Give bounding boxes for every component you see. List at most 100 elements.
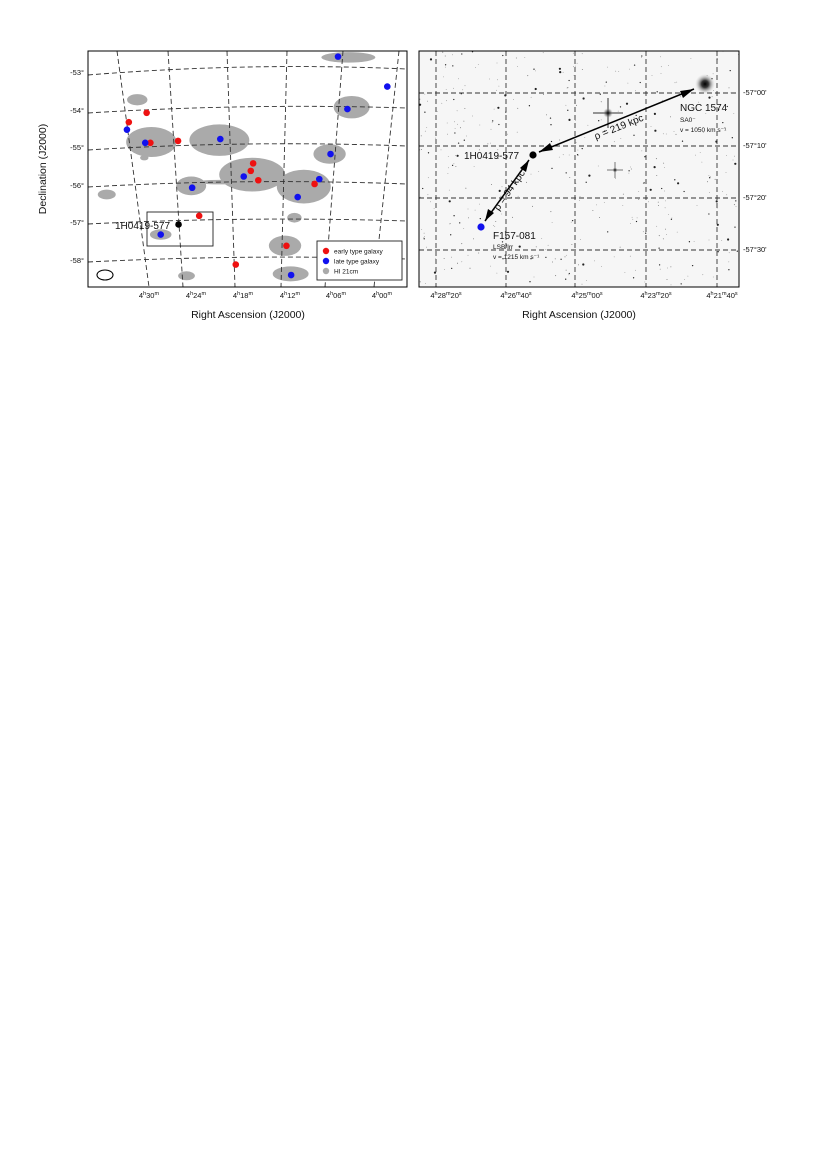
background-star [615,70,617,72]
background-star [727,238,730,241]
legend-early-label: early type galaxy [334,249,384,256]
background-star [584,137,586,139]
late-type-galaxy-point [240,173,248,180]
grid-ra-4 [280,51,288,287]
background-star [450,223,451,225]
early-type-galaxy-point [247,167,255,175]
late-type-galaxy-point [123,126,131,133]
background-star [665,228,666,230]
hi-region [178,271,195,281]
background-star [675,133,677,135]
background-star [680,283,682,285]
left-x-ticks: 4h30m 4h24m 4h18m 4h12m 4h06m 4h00m [139,291,393,300]
background-star [502,258,504,260]
ytick-left: -53° [70,68,84,77]
background-star [575,182,577,184]
right-plot-frame [418,50,740,288]
background-star [587,124,589,126]
background-star [496,155,498,157]
background-star [577,155,579,157]
ytick-right: -57°00' [743,88,767,97]
background-star [581,283,583,285]
left-y-axis-label: Declination (J2000) [37,124,49,214]
background-star [419,103,422,106]
background-star [592,210,594,212]
beam-ellipse [96,269,114,281]
background-star [419,149,421,151]
background-star [538,171,540,173]
background-star [695,154,696,156]
background-star [501,213,503,215]
background-star [674,179,676,181]
background-star [679,96,681,98]
background-star [462,89,464,91]
ngc1574-velocity: v = 1050 km s⁻¹ [680,127,727,134]
background-star [566,87,568,89]
late-type-galaxy-point [287,271,295,279]
background-star [513,99,514,100]
background-star [558,67,562,70]
label-f157-081: F157-081 [493,231,536,242]
background-star [551,167,553,170]
background-star [684,279,685,280]
background-star [711,96,713,98]
background-star [427,194,429,196]
background-star [726,155,727,156]
background-star [454,121,455,123]
background-star [560,258,562,260]
background-star [550,124,552,126]
background-star [661,187,663,190]
background-star [419,196,421,198]
target-point [175,221,182,228]
background-star [603,130,606,132]
early-type-galaxy-point [232,261,240,268]
background-star [635,269,636,271]
background-star [579,196,581,198]
background-star [734,155,735,157]
background-star [571,219,574,222]
background-star [568,79,570,82]
early-type-galaxy-point [174,137,182,145]
background-star [454,132,456,134]
background-star [696,205,698,206]
background-star [721,240,723,241]
grid-dec-57 [88,218,407,225]
background-star [622,193,624,195]
background-star [558,156,560,158]
background-star [708,175,710,177]
ngc1574-galaxy-image [695,74,715,94]
background-star [681,140,684,142]
background-star [574,65,576,67]
background-star [601,266,602,267]
background-star [467,208,469,210]
background-star [449,223,450,225]
early-type-galaxy-point [125,118,133,126]
grid-dec-56 [88,181,407,188]
background-star [567,87,569,89]
background-star [670,218,673,220]
background-star [568,274,570,276]
background-star [541,238,543,239]
background-star [479,124,481,126]
background-star [717,251,719,253]
background-star [586,280,587,281]
background-star [429,58,433,61]
hi-region [333,95,370,119]
background-star [452,54,453,56]
background-star [663,162,665,164]
background-star [642,231,644,233]
background-star [507,133,508,135]
background-star [542,52,544,54]
ytick-left: -57° [70,218,84,227]
background-star [565,254,567,256]
background-star [546,114,547,116]
background-star [497,106,500,109]
background-star [702,274,704,276]
background-star [490,265,491,267]
background-star [728,252,730,254]
background-star [600,119,602,121]
background-star [463,139,465,141]
background-star [427,177,429,179]
background-star [597,165,599,167]
background-star [475,67,476,68]
